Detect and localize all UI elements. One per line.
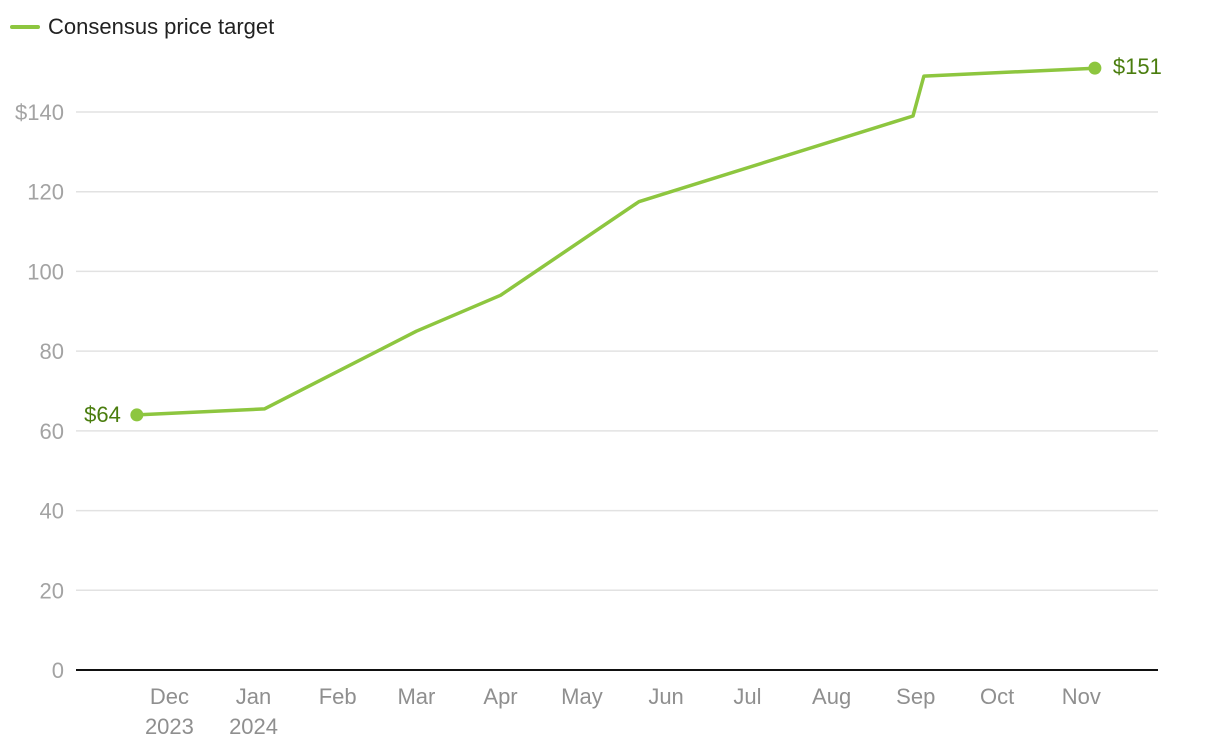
- end-value-label: $151: [1113, 54, 1162, 79]
- y-tick-label: 80: [40, 339, 64, 364]
- y-axis-ticks: 0 20 40 60 80 100 120 $140: [15, 100, 64, 683]
- y-tick-label: 0: [52, 658, 64, 683]
- x-tick-sublabel: 2023: [145, 714, 194, 739]
- x-tick-sublabel: 2024: [229, 714, 278, 739]
- gridlines: [76, 111, 1158, 592]
- x-tick-label: May: [561, 684, 603, 709]
- legend-swatch: [10, 25, 40, 29]
- endpoint-markers: $64 $151: [84, 54, 1162, 427]
- legend-label: Consensus price target: [48, 14, 275, 39]
- x-tick-label: Aug: [812, 684, 851, 709]
- chart-legend: Consensus price target: [10, 14, 274, 40]
- y-tick-label: $140: [15, 100, 64, 125]
- y-tick-label: 60: [40, 419, 64, 444]
- x-axis-ticks: Dec 2023 Jan 2024 Feb Mar Apr May Jun Jul Aug Sep Oc…: [145, 684, 1101, 739]
- y-tick-label: 20: [40, 578, 64, 603]
- x-tick-label: Jun: [648, 684, 683, 709]
- y-tick-label: 120: [27, 180, 64, 205]
- x-tick-label: Feb: [319, 684, 357, 709]
- x-tick-label: Jul: [733, 684, 761, 709]
- x-tick-label: Jan: [236, 684, 271, 709]
- x-tick-label: Sep: [896, 684, 935, 709]
- start-value-label: $64: [84, 402, 121, 427]
- start-point-marker: [130, 408, 144, 422]
- series-line-consensus: [136, 66, 1095, 417]
- x-tick-label: Apr: [483, 684, 517, 709]
- x-tick-label: Mar: [397, 684, 435, 709]
- end-point-marker: [1088, 61, 1102, 75]
- y-tick-label: 100: [27, 259, 64, 284]
- x-tick-label: Dec: [150, 684, 189, 709]
- x-tick-label: Oct: [980, 684, 1014, 709]
- x-tick-label: Nov: [1062, 684, 1101, 709]
- y-tick-label: 40: [40, 499, 64, 524]
